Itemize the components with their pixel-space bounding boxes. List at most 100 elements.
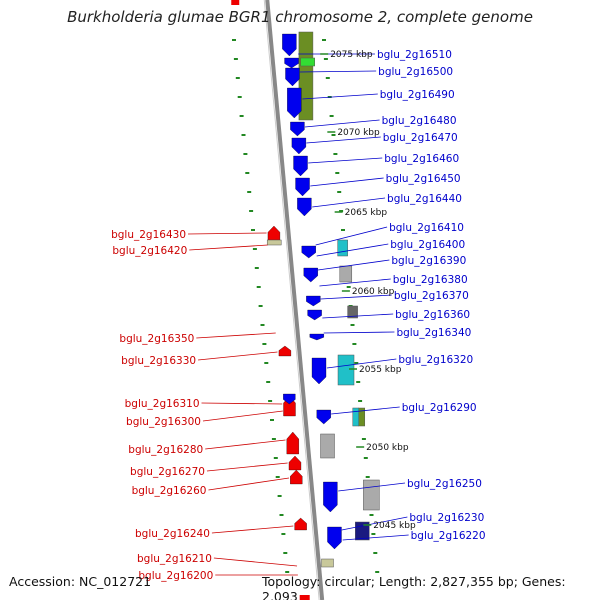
gene-arrow (323, 481, 338, 513)
gene-arrow (306, 295, 321, 307)
gene-label-bglu_2g16390[interactable]: bglu_2g16390 (391, 255, 466, 267)
gene-label-bglu_2g16250[interactable]: bglu_2g16250 (407, 478, 482, 490)
gene-label-bglu_2g16240[interactable]: bglu_2g16240 (135, 528, 210, 540)
gene-label-bglu_2g16410[interactable]: bglu_2g16410 (389, 222, 464, 234)
gene-label-bglu_2g16220[interactable]: bglu_2g16220 (411, 530, 486, 542)
gene-arrow (301, 245, 316, 259)
gene-arrow (290, 469, 303, 485)
gene-label-bglu_2g16330[interactable]: bglu_2g16330 (121, 355, 196, 367)
gene-arrow (284, 57, 299, 69)
gene-label-bglu_2g16370[interactable]: bglu_2g16370 (394, 290, 469, 302)
gene-label-bglu_2g16420[interactable]: bglu_2g16420 (112, 245, 187, 257)
kbp-label: 2070 kbp (337, 128, 380, 138)
accession-text: Accession: NC_012721 (9, 574, 152, 589)
gene-arrow (327, 526, 342, 550)
leader-line (187, 232, 267, 235)
gene-label-bglu_2g16360[interactable]: bglu_2g16360 (395, 309, 470, 321)
gene-label-bglu_2g16470[interactable]: bglu_2g16470 (383, 132, 458, 144)
orthology-block (363, 479, 380, 511)
leader-line (304, 119, 380, 128)
kbp-label: 2060 kbp (352, 287, 395, 297)
gene-label-bglu_2g16230[interactable]: bglu_2g16230 (409, 512, 484, 524)
gene-label-bglu_2g16290[interactable]: bglu_2g16290 (402, 402, 477, 414)
orthology-block (347, 305, 358, 319)
orthology-block (352, 407, 360, 427)
kbp-label: 2075 kbp (330, 50, 373, 60)
leader-line (323, 331, 395, 334)
ruler-dots (232, 39, 380, 573)
leader-line (208, 477, 290, 491)
gene-label-bglu_2g16430[interactable]: bglu_2g16430 (111, 229, 186, 241)
leader-line (342, 534, 409, 541)
leader-line (331, 406, 400, 415)
gene-label-bglu_2g16320[interactable]: bglu_2g16320 (398, 354, 473, 366)
leader-line (196, 332, 276, 339)
gene-arrow (307, 309, 322, 321)
leader-line (308, 157, 383, 164)
gene-label-bglu_2g16460[interactable]: bglu_2g16460 (384, 153, 459, 165)
chromosome-backbone (263, 0, 325, 600)
gene-label-bglu_2g16300[interactable]: bglu_2g16300 (126, 416, 201, 428)
orthology-block (321, 558, 334, 568)
gene-arrow (297, 197, 312, 217)
leader-line (310, 177, 384, 187)
kbp-label: 2045 kbp (373, 521, 416, 531)
gene-box (231, 0, 240, 5)
gene-arrow (278, 345, 292, 357)
orthology-block (320, 433, 335, 459)
gene-arrow (286, 431, 299, 455)
kbp-label: 2050 kbp (366, 443, 409, 453)
leader-line (202, 410, 283, 422)
leader-line (317, 259, 390, 271)
orthology-block (358, 407, 366, 427)
gene-label-bglu_2g16480[interactable]: bglu_2g16480 (382, 115, 457, 127)
kbp-marks: 2075 kbp 2070 kbp 2065 kbp 2060 kbp 2055 kbp… (320, 50, 416, 531)
gene-label-bglu_2g16510[interactable]: bglu_2g16510 (377, 49, 452, 61)
gene-label-bglu_2g16310[interactable]: bglu_2g16310 (125, 398, 200, 410)
gene-label-bglu_2g16260[interactable]: bglu_2g16260 (132, 485, 207, 497)
gene-label-bglu_2g16500[interactable]: bglu_2g16500 (378, 66, 453, 78)
gene-arrow (309, 333, 324, 341)
gene-box (299, 595, 310, 600)
map-title: Burkholderia glumae BGR1 chromosome 2, c… (67, 8, 533, 26)
genome-summary: Topology: circular; Length: 2,827,355 bp… (262, 574, 566, 600)
orthology-block (300, 57, 315, 67)
leader-line (320, 294, 392, 300)
backbone-edge (263, 0, 320, 600)
leader-line (213, 557, 298, 567)
gene-arrow (295, 177, 310, 197)
leader-line (319, 278, 391, 287)
leader-line (205, 439, 286, 450)
leader-line (201, 402, 283, 405)
gene-label-bglu_2g16350[interactable]: bglu_2g16350 (119, 333, 194, 345)
gene-arrow (294, 517, 307, 531)
leader-line (206, 462, 288, 472)
gene-arrow (293, 155, 308, 177)
gene-arrow (282, 33, 297, 57)
leader-line (315, 226, 388, 246)
orthology-block (337, 239, 348, 257)
gene-arrow (291, 137, 307, 155)
gene-arrow (303, 267, 318, 283)
gene-label-bglu_2g16490[interactable]: bglu_2g16490 (380, 89, 455, 101)
gene-arrow (311, 357, 327, 385)
gene-label-bglu_2g16200[interactable]: bglu_2g16200 (138, 570, 213, 582)
gene-label-bglu_2g16280[interactable]: bglu_2g16280 (128, 444, 203, 456)
gene-label-bglu_2g16340[interactable]: bglu_2g16340 (396, 327, 471, 339)
leader-line (198, 351, 278, 361)
gene-label-bglu_2g16440[interactable]: bglu_2g16440 (387, 193, 462, 205)
gene-arrow (287, 87, 302, 119)
leader-line (326, 358, 397, 369)
gene-label-bglu_2g16450[interactable]: bglu_2g16450 (386, 173, 461, 185)
gene-arrow (288, 455, 302, 471)
leader-line (302, 93, 378, 100)
leader-line (338, 482, 406, 492)
orthology-block (339, 265, 353, 283)
gene-label-bglu_2g16210[interactable]: bglu_2g16210 (137, 553, 212, 565)
gene-label-bglu_2g16400[interactable]: bglu_2g16400 (390, 239, 465, 251)
gene-label-bglu_2g16380[interactable]: bglu_2g16380 (393, 274, 468, 286)
gene-label-bglu_2g16270[interactable]: bglu_2g16270 (130, 466, 205, 478)
gene-labels[interactable]: bglu_2g16510 bglu_2g16500 bglu_2g16490bglu… (111, 49, 485, 582)
gene-arrow (285, 67, 300, 87)
